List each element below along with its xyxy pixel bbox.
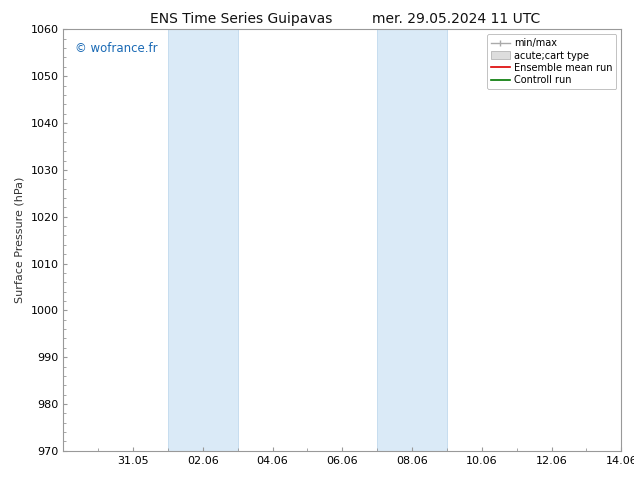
Bar (168, 29, 238, 451)
Text: © wofrance.fr: © wofrance.fr (75, 42, 157, 55)
Text: ENS Time Series Guipavas: ENS Time Series Guipavas (150, 12, 332, 26)
Legend: min/max, acute;cart type, Ensemble mean run, Controll run: min/max, acute;cart type, Ensemble mean … (487, 34, 616, 89)
Bar (377, 29, 447, 451)
Text: mer. 29.05.2024 11 UTC: mer. 29.05.2024 11 UTC (372, 12, 541, 26)
Y-axis label: Surface Pressure (hPa): Surface Pressure (hPa) (15, 177, 25, 303)
